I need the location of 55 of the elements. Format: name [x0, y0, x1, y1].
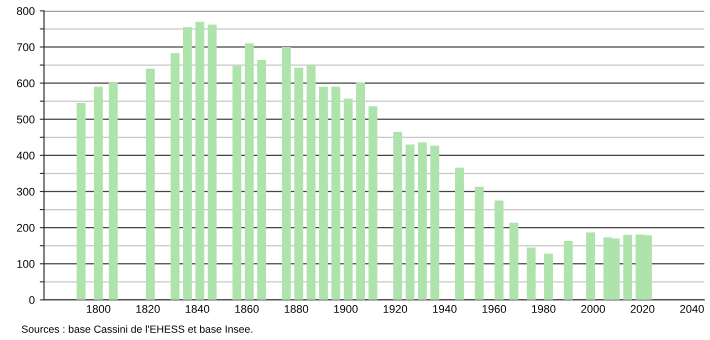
y-tick-label: 300	[16, 188, 35, 196]
bar	[94, 86, 103, 300]
bar	[319, 86, 328, 300]
x-tick-label: 1860	[235, 305, 259, 313]
x-tick-label: 2040	[680, 305, 704, 313]
bar	[208, 24, 217, 300]
y-tick-label: 400	[16, 152, 35, 160]
bar	[306, 65, 316, 300]
x-tick-label: 1800	[86, 305, 110, 313]
bar	[183, 27, 192, 300]
bar	[474, 186, 484, 300]
x-tick-label: 1940	[433, 305, 457, 313]
y-tick-label: 100	[17, 260, 35, 268]
bar	[356, 82, 366, 300]
y-tick-label: 0	[29, 296, 35, 304]
bar	[509, 222, 518, 300]
x-tick-label: 1960	[482, 305, 506, 313]
y-tick-label: 500	[16, 116, 35, 124]
bar	[623, 234, 632, 300]
bar	[76, 103, 86, 300]
bar	[494, 200, 504, 300]
x-tick-label: 1820	[136, 305, 160, 313]
x-tick-label: 1920	[384, 305, 408, 313]
y-tick-label: 600	[17, 79, 35, 88]
bar	[257, 60, 266, 300]
x-tick-label: 2000	[581, 305, 605, 313]
bar	[331, 86, 340, 300]
x-tick-label: 1900	[334, 305, 358, 313]
x-tick-label: 1980	[532, 305, 556, 313]
bar	[282, 47, 291, 300]
x-tick-label: 2020	[630, 305, 654, 313]
bar	[368, 106, 378, 300]
bar	[344, 98, 353, 300]
bar	[232, 66, 242, 300]
y-tick-label: 700	[17, 43, 35, 52]
bar	[564, 240, 573, 300]
bar	[406, 144, 414, 300]
bar	[544, 254, 553, 300]
bar	[108, 82, 118, 300]
bar	[195, 22, 204, 300]
bar	[418, 142, 427, 300]
y-tick-label: 800	[16, 7, 35, 16]
bar	[393, 132, 402, 300]
bar	[526, 248, 536, 300]
bar	[430, 146, 440, 300]
y-tick-label: 200	[17, 224, 35, 232]
x-tick-label: 1880	[284, 305, 308, 313]
bar	[294, 68, 304, 300]
x-tick-label: 1840	[186, 305, 210, 313]
bar	[455, 168, 464, 300]
bar	[244, 43, 254, 300]
bar	[586, 232, 596, 300]
source-note: Sources : base Cassini de l'EHESS et base Insee.	[22, 325, 252, 333]
bar	[146, 68, 155, 300]
bar	[170, 53, 180, 300]
